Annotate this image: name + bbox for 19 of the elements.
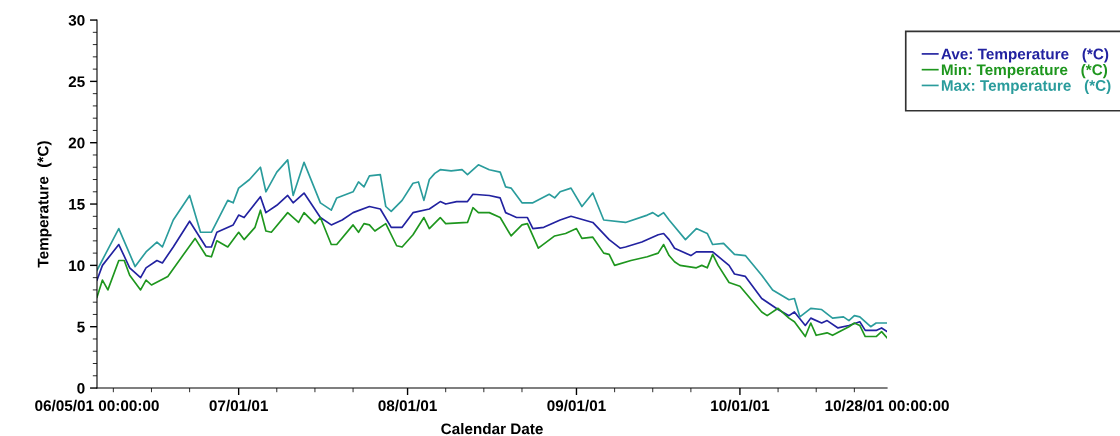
line-series [96, 159, 888, 328]
x-tick-label: 09/01/01 [547, 399, 606, 412]
x-tick-label: 10/28/01 00:00:00 [825, 399, 949, 412]
legend-label: Ave: Temperature (*C) [941, 48, 1109, 63]
x-tick-label: 08/01/01 [378, 399, 437, 412]
y-tick-label: 20 [68, 137, 85, 149]
y-tick-label: 30 [68, 14, 85, 26]
y-tick-label: 5 [77, 321, 85, 333]
x-axis-title: Calendar Date [441, 423, 543, 435]
y-tick-label: 25 [68, 76, 85, 88]
y-tick-label: 10 [69, 260, 85, 272]
y-tick-label: 0 [77, 382, 85, 394]
x-tick-label: 07/01/01 [209, 399, 268, 412]
y-tick-label: 15 [69, 199, 85, 210]
legend-label: Max: Temperature (*C) [941, 79, 1111, 94]
x-tick-label: 06/05/01 00:00:00 [35, 399, 159, 412]
x-tick-label: 10/01/01 [711, 399, 770, 412]
y-axis-title: Temperature (*C) [37, 141, 52, 268]
legend-label: Min: Temperature (*C) [941, 63, 1108, 79]
